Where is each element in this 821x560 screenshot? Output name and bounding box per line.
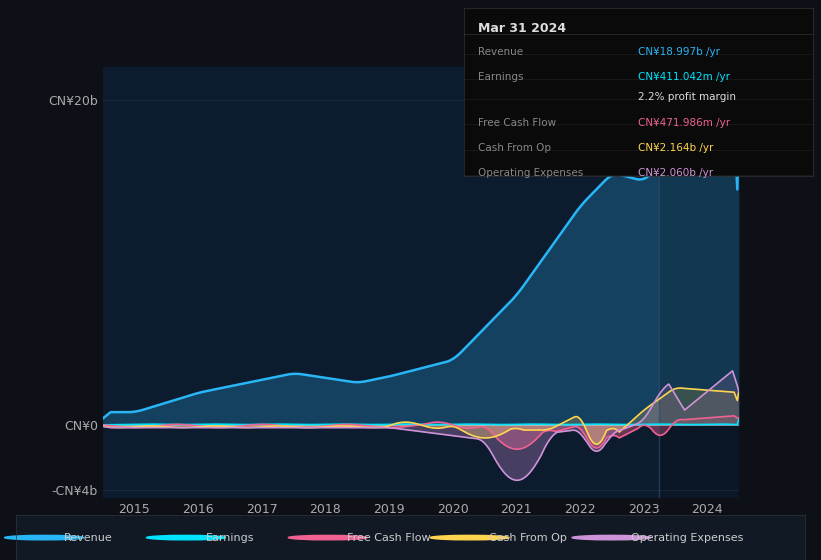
Text: CN¥411.042m /yr: CN¥411.042m /yr (639, 72, 731, 82)
Text: Mar 31 2024: Mar 31 2024 (478, 22, 566, 35)
Text: CN¥2.060b /yr: CN¥2.060b /yr (639, 168, 713, 178)
Text: Cash From Op: Cash From Op (489, 533, 567, 543)
Circle shape (288, 535, 367, 540)
Text: Revenue: Revenue (478, 47, 523, 57)
Text: Revenue: Revenue (64, 533, 112, 543)
Bar (659, 67, 739, 498)
Circle shape (430, 535, 509, 540)
Text: Free Cash Flow: Free Cash Flow (478, 118, 556, 128)
Text: Cash From Op: Cash From Op (478, 143, 551, 153)
Circle shape (572, 535, 651, 540)
Text: 2.2% profit margin: 2.2% profit margin (639, 92, 736, 102)
Text: Operating Expenses: Operating Expenses (631, 533, 744, 543)
Text: CN¥2.164b /yr: CN¥2.164b /yr (639, 143, 713, 153)
Text: Operating Expenses: Operating Expenses (478, 168, 583, 178)
Text: Free Cash Flow: Free Cash Flow (347, 533, 431, 543)
Text: CN¥18.997b /yr: CN¥18.997b /yr (639, 47, 720, 57)
Circle shape (5, 535, 84, 540)
Text: Earnings: Earnings (478, 72, 523, 82)
Text: CN¥471.986m /yr: CN¥471.986m /yr (639, 118, 731, 128)
Text: Earnings: Earnings (205, 533, 254, 543)
Circle shape (146, 535, 225, 540)
